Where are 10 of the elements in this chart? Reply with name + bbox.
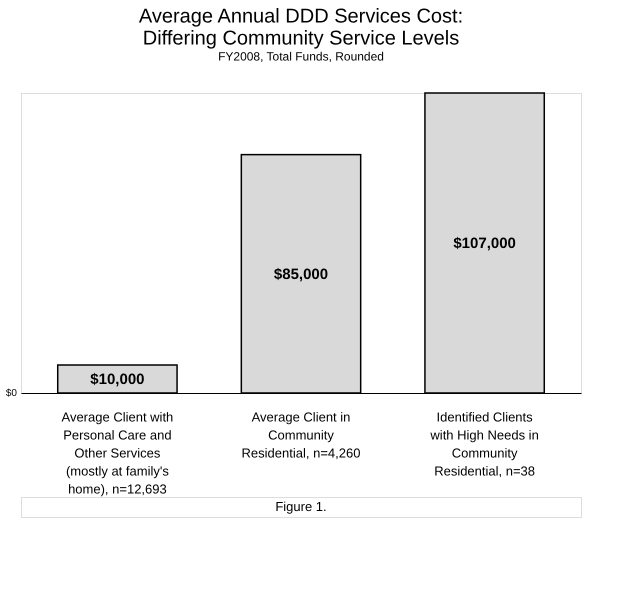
chart-subtitle: FY2008, Total Funds, Rounded	[218, 49, 384, 64]
chart-title: Average Annual DDD Services Cost: Differing Community Service Levels	[138, 5, 464, 50]
data-label: $85,000	[274, 266, 328, 283]
caption: Figure 1.	[275, 499, 327, 514]
x-tick-label: Average Client in Community Residential, n=4,260	[242, 410, 360, 460]
data-label: $107,000	[453, 235, 516, 252]
data-label: $10,000	[90, 370, 145, 388]
x-tick-label: Average Client with Personal Care and Other Services (mostly at family's home), n=12,693	[62, 410, 174, 496]
text: $0	[6, 388, 18, 399]
x-tick-label: Identified Clients with High Needs in Community Residential, n=38	[429, 410, 539, 478]
